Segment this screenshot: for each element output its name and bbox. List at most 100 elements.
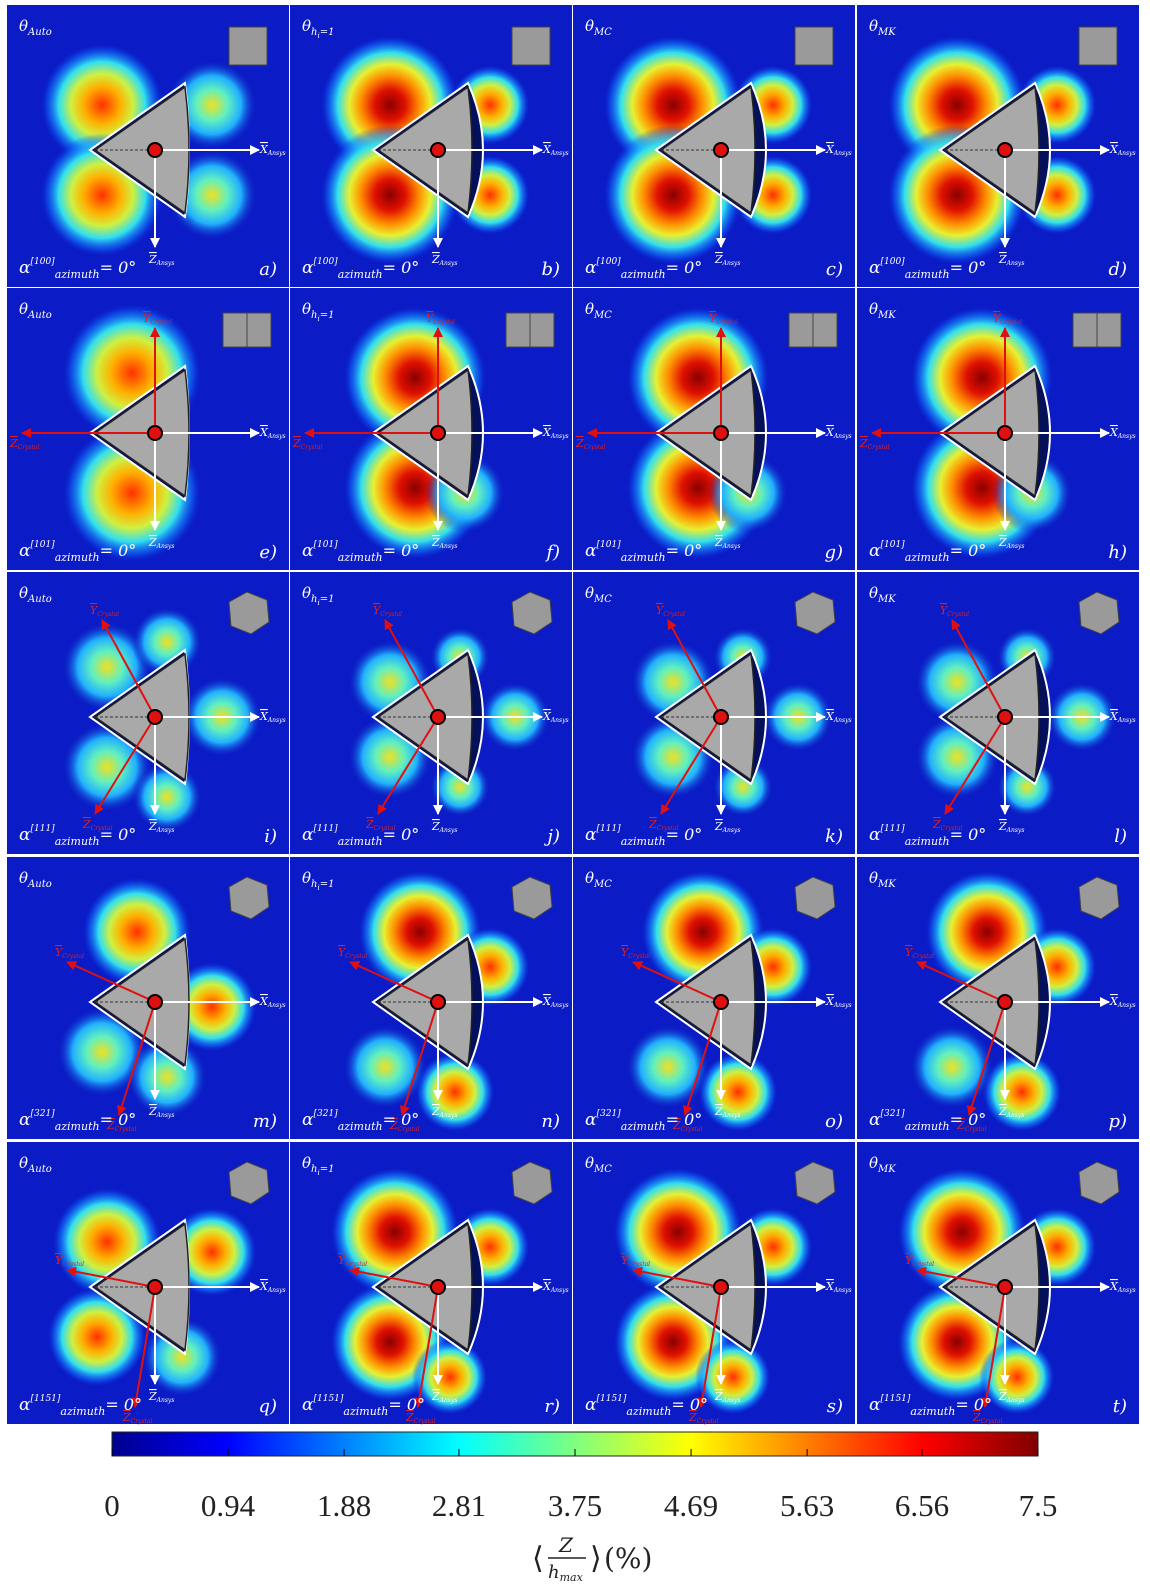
axis-label: YCrystal — [993, 312, 1022, 326]
axis-label-part: Ansys — [550, 150, 569, 157]
theta-label-part: MK — [877, 879, 896, 890]
alpha-label-part: azimuth — [55, 835, 100, 848]
alpha-label-part: = 0° — [671, 1395, 708, 1414]
panel-letter: d) — [1108, 259, 1127, 280]
crystal-arrow — [66, 961, 156, 1003]
alpha-label-part: azimuth — [621, 1120, 666, 1133]
heat-lobe — [979, 1339, 1055, 1415]
axis-label: ZAnsys — [714, 1390, 740, 1404]
axis-label: ZCrystal — [405, 1411, 436, 1425]
alpha-label: α[101]azimuth= 0° — [869, 540, 986, 564]
axis-label-part: X — [825, 710, 835, 723]
axis-label-part: Ansys — [439, 1112, 458, 1119]
panel-letter: a) — [259, 259, 277, 280]
panel: XAnsysZAnsysYCrystalZCrystalθMKα[101]azi… — [857, 288, 1139, 570]
colorbar-label-denominator-part: max — [560, 1571, 584, 1584]
theta-label-part: i — [317, 1169, 319, 1177]
axis-label-part: Z — [972, 1411, 981, 1424]
alpha-label-part: azimuth — [338, 835, 383, 848]
axis-label: ZCrystal — [365, 818, 396, 832]
alpha-label-part: α — [19, 541, 31, 561]
alpha-label-part: azimuth — [55, 268, 100, 281]
alpha-label-part: azimuth — [621, 835, 666, 848]
crystal-arrow — [944, 716, 1006, 815]
theta-label-part: MK — [877, 1164, 896, 1175]
theta-label: θMK — [869, 300, 896, 321]
theta-label-part: Auto — [27, 594, 52, 605]
alpha-label: α[1151]azimuth= 0° — [302, 1394, 425, 1418]
axis-label-part: X — [259, 995, 269, 1008]
axis-label: YCrystal — [143, 312, 172, 326]
axis-label-part: Y — [55, 946, 64, 959]
alpha-label-part: [101] — [313, 540, 338, 550]
axis-label-part: Ansys — [267, 150, 286, 157]
theta-label-part: θ — [302, 1154, 311, 1172]
axis-label-part: Crystal — [628, 953, 650, 960]
axis-label-part: Crystal — [657, 825, 679, 832]
axis-label-part: Ansys — [550, 433, 569, 440]
center-dot — [997, 994, 1013, 1010]
axis-label: XAnsys — [825, 143, 852, 157]
axis-label-part: Crystal — [697, 1418, 719, 1425]
crystal-arrow — [632, 1266, 722, 1288]
alpha-label-part: azimuth — [626, 1405, 671, 1418]
axis-label-part: Z — [672, 1119, 681, 1132]
panel: XAnsysZAnsysYCrystalZCrystalθhi=1α[111]a… — [290, 572, 572, 854]
heat-lobe — [713, 757, 773, 817]
colorbar-label-bracket: ⟨ — [532, 1541, 544, 1576]
orientation-icon — [794, 1161, 836, 1205]
center-dot — [430, 994, 446, 1010]
orientation-icon — [794, 591, 836, 635]
panel-letter: b) — [541, 259, 560, 280]
axis-label-part: Crystal — [91, 825, 113, 832]
crystal-arrow — [916, 961, 1006, 1003]
colorbar-tick-label: 5.63 — [780, 1488, 834, 1523]
alpha-label: α[111]azimuth= 0° — [585, 824, 702, 848]
panel-letter: c) — [826, 259, 843, 280]
axis-label-part: X — [259, 710, 269, 723]
axis-label-part: X — [1109, 426, 1119, 439]
alpha-label-part: α — [302, 258, 314, 278]
theta-label-part: i — [317, 599, 319, 607]
alpha-label: α[321]azimuth= 0° — [869, 1109, 986, 1133]
panel-letter: t) — [1113, 1396, 1127, 1417]
axis-label-part: Z — [148, 1390, 157, 1403]
colorbar-label-denominator-part: h — [548, 1562, 560, 1583]
axis-label-part: X — [542, 143, 552, 156]
axis-label: XAnsys — [1109, 1280, 1136, 1294]
panel: XAnsysZAnsysYCrystalZCrystalθAutoα[111]a… — [7, 572, 289, 854]
axis-label-part: Z — [648, 818, 657, 831]
axis-label: ZCrystal — [82, 818, 113, 832]
theta-label-part: Auto — [27, 27, 52, 38]
alpha-label-part: azimuth — [621, 551, 666, 564]
axis-label: XAnsys — [542, 995, 569, 1009]
theta-label-part: θ — [869, 869, 878, 887]
theta-label: θhi=1 — [302, 17, 334, 40]
axis-label: ZAnsys — [714, 253, 740, 267]
axis-label: XAnsys — [259, 143, 286, 157]
orientation-icon — [794, 876, 836, 920]
axis-label-part: X — [259, 426, 269, 439]
colorbar-tick-label: 6.56 — [895, 1488, 949, 1523]
panel-letter: l) — [1114, 826, 1127, 847]
alpha-label-part: = 0° — [383, 258, 420, 277]
axis-label-part: Crystal — [681, 1126, 703, 1133]
theta-label-part: θ — [585, 300, 594, 318]
theta-label: θMC — [585, 869, 612, 890]
axis-label: ZAnsys — [148, 536, 174, 550]
axis-label-part: Y — [143, 312, 152, 325]
crystal-arrow — [667, 619, 722, 718]
axis-label-part: Ansys — [722, 1397, 741, 1404]
axis-label: ZCrystal — [688, 1411, 719, 1425]
axis-label: ZCrystal — [106, 1119, 137, 1133]
alpha-label-part: = 0° — [950, 258, 987, 277]
axis-label-part: Ansys — [1117, 1287, 1136, 1294]
axis-label: ZAnsys — [998, 536, 1024, 550]
axis-label-part: Z — [106, 1119, 115, 1132]
axis-label-part: Crystal — [868, 444, 890, 451]
alpha-label-part: azimuth — [621, 268, 666, 281]
center-dot — [430, 709, 446, 725]
axis-label-part: Z — [148, 820, 157, 833]
crystal-arrow — [131, 1286, 156, 1408]
